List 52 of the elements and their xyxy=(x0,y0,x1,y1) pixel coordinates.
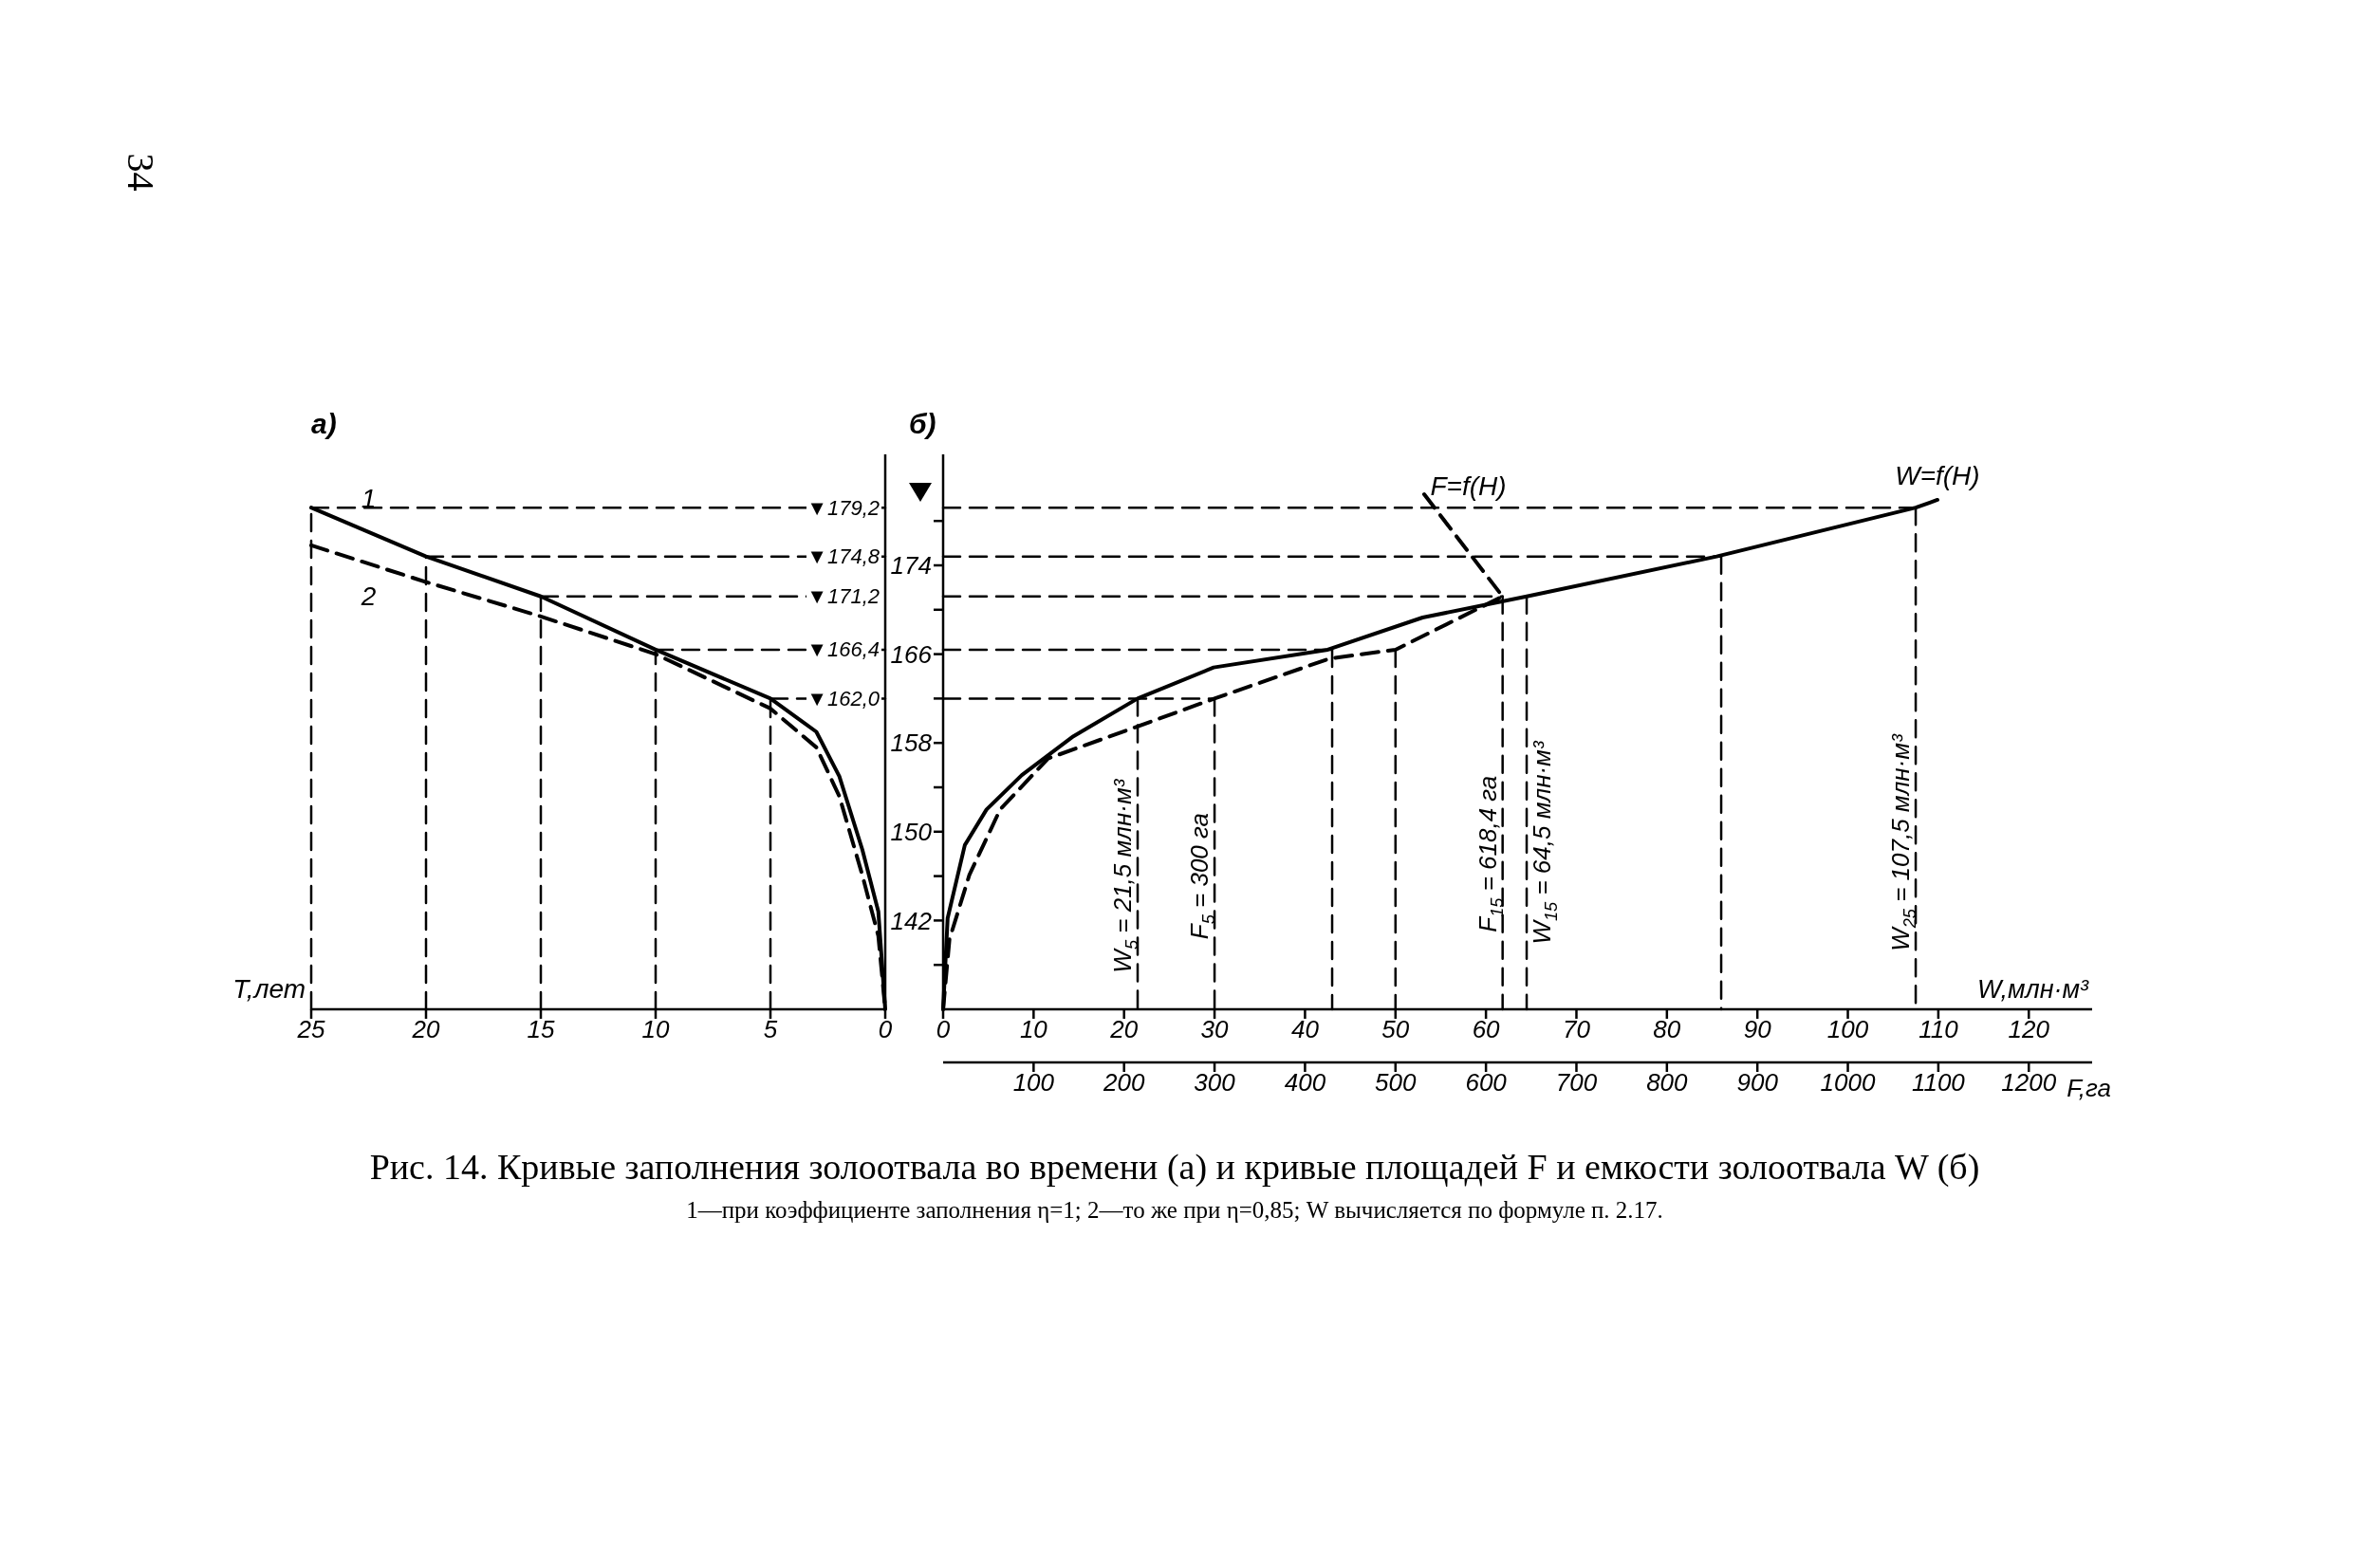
x-axis-title: T,лет xyxy=(232,974,306,1004)
series-label: 2 xyxy=(360,581,377,612)
x-tick-label: 10 xyxy=(1019,1015,1048,1044)
chart-title: а) xyxy=(311,408,337,439)
y-tick-label: ▼162,0 xyxy=(806,686,880,710)
x2-tick-label: 400 xyxy=(1284,1068,1326,1098)
y-tick-label: 158 xyxy=(890,729,933,758)
x-tick-label: 10 xyxy=(641,1015,670,1044)
x2-tick-label: 500 xyxy=(1375,1068,1417,1098)
y-tick-label: 150 xyxy=(890,818,933,847)
x-tick-label: 60 xyxy=(1472,1015,1501,1044)
x-tick-label: 120 xyxy=(2008,1015,2050,1044)
x-tick-label: 70 xyxy=(1563,1015,1591,1044)
x-tick-label: 50 xyxy=(1381,1015,1410,1044)
y-tick-label: ▼171,2 xyxy=(806,584,880,609)
y-tick-label: 166 xyxy=(890,639,933,669)
text: 34 xyxy=(118,153,163,192)
x2-tick-label: 900 xyxy=(1736,1068,1779,1098)
x2-tick-label: 200 xyxy=(1103,1068,1145,1098)
x-tick-label: 5 xyxy=(763,1015,778,1044)
y-tick-label: ▼166,4 xyxy=(806,637,880,662)
x-tick-label: 90 xyxy=(1743,1015,1772,1044)
series-label: F=f(H) xyxy=(1430,471,1507,502)
x-tick-label: 25 xyxy=(296,1015,325,1044)
x2-tick-label: 300 xyxy=(1194,1068,1236,1098)
x2-tick-label: 1200 xyxy=(2001,1068,2057,1098)
series-label: W=f(H) xyxy=(1895,460,1980,490)
x-tick-label: 15 xyxy=(527,1015,555,1044)
x2-tick-label: 600 xyxy=(1465,1068,1508,1098)
x2-tick-label: 100 xyxy=(1012,1068,1055,1098)
x2-tick-label: 800 xyxy=(1646,1068,1689,1098)
x2-axis-title: F,га xyxy=(2067,1074,2111,1102)
x2-tick-label: 1100 xyxy=(1911,1068,1966,1098)
x-axis-title: W,млн·м³ xyxy=(1976,975,2089,1004)
x-tick-label: 0 xyxy=(878,1015,893,1044)
x-tick-label: 20 xyxy=(1109,1015,1139,1044)
x-tick-label: 40 xyxy=(1290,1015,1320,1044)
x-tick-label: 80 xyxy=(1653,1015,1681,1044)
x2-tick-label: 700 xyxy=(1555,1068,1598,1098)
y-tick-label: ▼174,8 xyxy=(806,544,880,569)
x2-tick-label: 1000 xyxy=(1820,1068,1876,1098)
text: 1—при коэффициенте заполнения η=1; 2—то же при η=0,85; W вычисляется по формуле п. 2.17. xyxy=(685,1197,1664,1224)
y-tick-label: 142 xyxy=(890,906,933,935)
y-tick-label: 174 xyxy=(890,551,932,581)
x-tick-label: 100 xyxy=(1826,1015,1869,1044)
chart-title: б) xyxy=(909,408,936,439)
x-tick-label: 30 xyxy=(1200,1015,1230,1044)
text: Рис. 14. Кривые заполнения золоотвала во времени (а) и кривые площадей F и емкости золоотвала W (б) xyxy=(368,1146,1981,1188)
x-tick-label: 20 xyxy=(411,1015,440,1044)
y-tick-label: ▼179,2 xyxy=(806,495,880,520)
x-tick-label: 110 xyxy=(1918,1015,1959,1044)
x-tick-label: 0 xyxy=(936,1015,951,1044)
